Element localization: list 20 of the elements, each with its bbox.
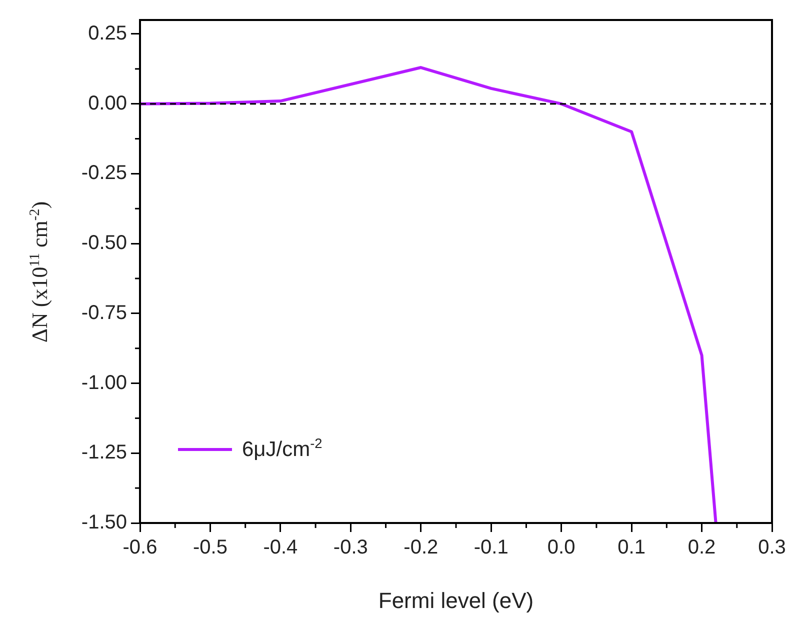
x-tick-label: -0.2 [404, 536, 438, 559]
x-tick-label: 0.1 [618, 536, 646, 559]
x-tick-label: 0.2 [688, 536, 716, 559]
x-tick-label: -0.4 [263, 536, 298, 559]
x-tick-label: -0.5 [192, 536, 228, 559]
y-tick-label: -0.50 [81, 232, 127, 254]
x-tick-label: 0.3 [758, 536, 786, 559]
y-tick-label: -1.50 [81, 512, 127, 534]
x-tick-label: -0.6 [122, 536, 158, 559]
y-tick-label: 0.00 [88, 92, 127, 114]
y-tick-label: -0.25 [81, 162, 127, 184]
y-tick-label: -1.00 [81, 372, 127, 394]
y-tick-label: -1.25 [81, 442, 127, 464]
x-tick-label: 0.0 [547, 536, 576, 559]
x-tick-label: -0.1 [474, 536, 508, 559]
x-tick-label: -0.3 [333, 536, 368, 559]
legend-label: 6μJ/cm$^{-2}$ [242, 436, 322, 462]
x-axis-title: Fermi level (eV) [378, 588, 534, 613]
y-tick-label: -0.75 [81, 302, 127, 324]
y-tick-label: 0.25 [88, 22, 127, 44]
